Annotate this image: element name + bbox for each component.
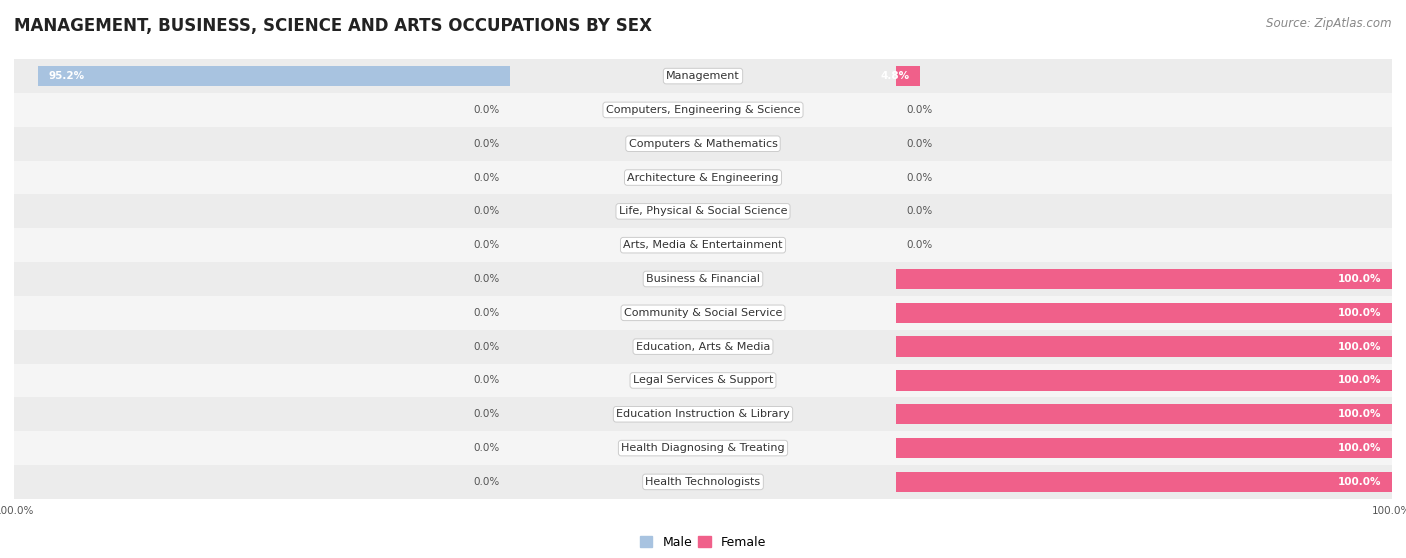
Text: Education, Arts & Media: Education, Arts & Media: [636, 341, 770, 352]
Bar: [896, 269, 1392, 289]
Text: 0.0%: 0.0%: [474, 139, 499, 149]
Text: 0.0%: 0.0%: [474, 443, 499, 453]
Bar: [896, 438, 1392, 458]
Text: 0.0%: 0.0%: [474, 206, 499, 217]
Text: Health Technologists: Health Technologists: [645, 477, 761, 487]
Text: 100.0%: 100.0%: [1339, 443, 1382, 453]
Bar: [14, 330, 1392, 364]
Text: Life, Physical & Social Science: Life, Physical & Social Science: [619, 206, 787, 217]
Text: 100.0%: 100.0%: [1339, 274, 1382, 284]
Text: 0.0%: 0.0%: [474, 477, 499, 487]
Bar: [14, 93, 1392, 127]
Text: 0.0%: 0.0%: [474, 308, 499, 318]
Bar: [14, 364, 1392, 397]
Text: 100.0%: 100.0%: [1339, 341, 1382, 352]
Bar: [896, 404, 1392, 425]
Text: 0.0%: 0.0%: [907, 139, 932, 149]
Text: 0.0%: 0.0%: [907, 240, 932, 250]
Text: 0.0%: 0.0%: [474, 240, 499, 250]
Bar: [14, 465, 1392, 499]
Bar: [896, 472, 1392, 492]
Text: Health Diagnosing & Treating: Health Diagnosing & Treating: [621, 443, 785, 453]
Bar: [14, 397, 1392, 431]
Text: Legal Services & Support: Legal Services & Support: [633, 376, 773, 386]
Bar: [14, 431, 1392, 465]
Text: Computers, Engineering & Science: Computers, Engineering & Science: [606, 105, 800, 115]
Bar: [14, 127, 1392, 161]
Text: Arts, Media & Entertainment: Arts, Media & Entertainment: [623, 240, 783, 250]
Text: Management: Management: [666, 71, 740, 81]
Bar: [14, 194, 1392, 228]
Bar: [14, 228, 1392, 262]
Text: Business & Financial: Business & Financial: [645, 274, 761, 284]
Bar: [14, 59, 1392, 93]
Text: 4.8%: 4.8%: [880, 71, 910, 81]
Text: 100.0%: 100.0%: [1339, 308, 1382, 318]
Text: Architecture & Engineering: Architecture & Engineering: [627, 172, 779, 182]
Text: Source: ZipAtlas.com: Source: ZipAtlas.com: [1267, 17, 1392, 30]
Bar: [896, 66, 920, 86]
Text: Computers & Mathematics: Computers & Mathematics: [628, 139, 778, 149]
Bar: [896, 302, 1392, 323]
Text: 0.0%: 0.0%: [907, 105, 932, 115]
Text: 0.0%: 0.0%: [474, 409, 499, 419]
Text: 100.0%: 100.0%: [1339, 376, 1382, 386]
Text: 0.0%: 0.0%: [907, 172, 932, 182]
Text: 0.0%: 0.0%: [907, 206, 932, 217]
Bar: [14, 262, 1392, 296]
Text: 0.0%: 0.0%: [474, 376, 499, 386]
Text: 0.0%: 0.0%: [474, 105, 499, 115]
Legend: Male, Female: Male, Female: [636, 531, 770, 554]
Text: 0.0%: 0.0%: [474, 274, 499, 284]
Text: 100.0%: 100.0%: [1339, 409, 1382, 419]
Text: Education Instruction & Library: Education Instruction & Library: [616, 409, 790, 419]
Bar: [896, 371, 1392, 391]
Bar: [38, 66, 510, 86]
Text: 100.0%: 100.0%: [1339, 477, 1382, 487]
Bar: [896, 336, 1392, 357]
Text: 0.0%: 0.0%: [474, 172, 499, 182]
Text: Community & Social Service: Community & Social Service: [624, 308, 782, 318]
Text: 95.2%: 95.2%: [48, 71, 84, 81]
Text: MANAGEMENT, BUSINESS, SCIENCE AND ARTS OCCUPATIONS BY SEX: MANAGEMENT, BUSINESS, SCIENCE AND ARTS O…: [14, 17, 652, 35]
Bar: [14, 161, 1392, 194]
Text: 0.0%: 0.0%: [474, 341, 499, 352]
Bar: [14, 296, 1392, 330]
